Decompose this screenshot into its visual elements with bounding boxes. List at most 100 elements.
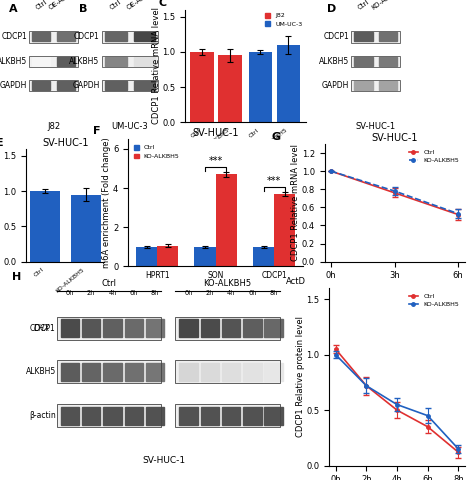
Legend: Ctrl, KO-ALKBH5: Ctrl, KO-ALKBH5 [406,147,461,166]
Bar [179,407,198,425]
Text: SV-HUC-1: SV-HUC-1 [356,122,396,132]
Bar [57,360,161,384]
Bar [103,407,122,425]
Bar [102,80,158,91]
Ctrl [425,424,430,430]
Text: ***: *** [209,156,223,167]
Bar [57,360,161,384]
KO-ALKBH5 [425,413,430,419]
KO-ALKBH5 [333,352,338,358]
Text: ALKBH5: ALKBH5 [319,57,349,66]
Text: Ctrl: Ctrl [35,0,48,11]
Bar [191,52,214,122]
Bar [379,33,397,41]
Text: ***: *** [267,176,282,186]
Bar [201,363,219,381]
Bar [105,81,127,90]
Bar [105,33,127,41]
Bar [351,56,401,67]
Bar [222,407,240,425]
Bar [102,31,158,43]
Bar [179,363,198,381]
Text: F: F [93,127,100,136]
Y-axis label: CDCP1 Relative mRNA level: CDCP1 Relative mRNA level [0,147,2,264]
Bar [134,57,155,66]
Bar [102,56,158,67]
Ctrl [456,449,461,455]
Bar [146,407,164,425]
Bar [32,81,50,90]
Text: SV-HUC-1: SV-HUC-1 [142,456,185,465]
Y-axis label: CDCP1 Relative mRNA level: CDCP1 Relative mRNA level [292,144,301,261]
Text: Ctrl: Ctrl [109,0,123,11]
Bar [351,31,401,43]
Text: Ctrl: Ctrl [357,0,370,11]
Bar [351,80,401,91]
Bar [157,246,178,266]
Ctrl [364,383,369,389]
Bar [29,56,78,67]
Line: Ctrl: Ctrl [329,169,460,216]
Bar [61,363,79,381]
Bar [57,317,161,340]
Text: GAPDH: GAPDH [322,81,349,90]
Bar [351,31,401,43]
Bar [351,80,401,91]
Bar [103,363,122,381]
KO-ALKBH5 [394,402,400,408]
Bar [82,407,100,425]
Bar [354,57,373,66]
Text: 8h: 8h [270,290,278,296]
Ctrl [392,190,397,196]
Text: ALKBH5: ALKBH5 [26,367,56,376]
KO-ALKBH5 [392,188,397,194]
Ctrl [456,212,461,217]
Text: KO-ALKBH5: KO-ALKBH5 [370,0,406,11]
Text: ActD: ActD [285,277,306,286]
Bar [56,57,75,66]
Text: 2h: 2h [206,290,214,296]
Text: OE-ALKBH5: OE-ALKBH5 [48,0,84,11]
Bar [264,363,283,381]
Bar [29,31,78,43]
Bar [29,80,78,91]
Ctrl [328,168,334,174]
Bar [201,407,219,425]
Text: CDCP1: CDCP1 [74,32,100,41]
Bar [379,81,397,90]
Text: β-actin: β-actin [29,411,56,420]
Bar [276,45,300,122]
Y-axis label: m6A enrichment (Fold change): m6A enrichment (Fold change) [102,137,111,268]
Bar [216,174,237,266]
Text: UM-UC-3: UM-UC-3 [112,122,148,132]
Bar [82,319,100,337]
Bar [264,319,283,337]
Bar [57,404,161,427]
Text: 2h: 2h [87,290,95,296]
Text: OE-ALKBH5: OE-ALKBH5 [126,0,162,11]
Text: B: B [79,4,87,14]
Ctrl [394,407,400,413]
Bar [175,404,280,427]
Bar [222,319,240,337]
Bar [29,80,78,91]
Text: GAPDH: GAPDH [72,81,100,90]
Bar [274,194,295,266]
Bar [379,57,397,66]
Bar [32,57,50,66]
Text: CHX: CHX [33,324,50,333]
Legend: Ctrl, KO-ALKBH5: Ctrl, KO-ALKBH5 [131,143,182,162]
Text: CDCP1: CDCP1 [30,324,56,333]
Bar [264,407,283,425]
KO-ALKBH5 [364,383,369,389]
KO-ALKBH5 [456,211,461,216]
Text: GAPDH: GAPDH [0,81,27,90]
Bar [146,363,164,381]
Text: 6h: 6h [248,290,256,296]
Bar [222,363,240,381]
Bar [243,363,262,381]
Line: KO-ALKBH5: KO-ALKBH5 [334,353,460,451]
Text: CDCP1: CDCP1 [1,32,27,41]
Legend: Ctrl, KO-ALKBH5: Ctrl, KO-ALKBH5 [406,291,461,310]
Text: G: G [272,132,281,142]
